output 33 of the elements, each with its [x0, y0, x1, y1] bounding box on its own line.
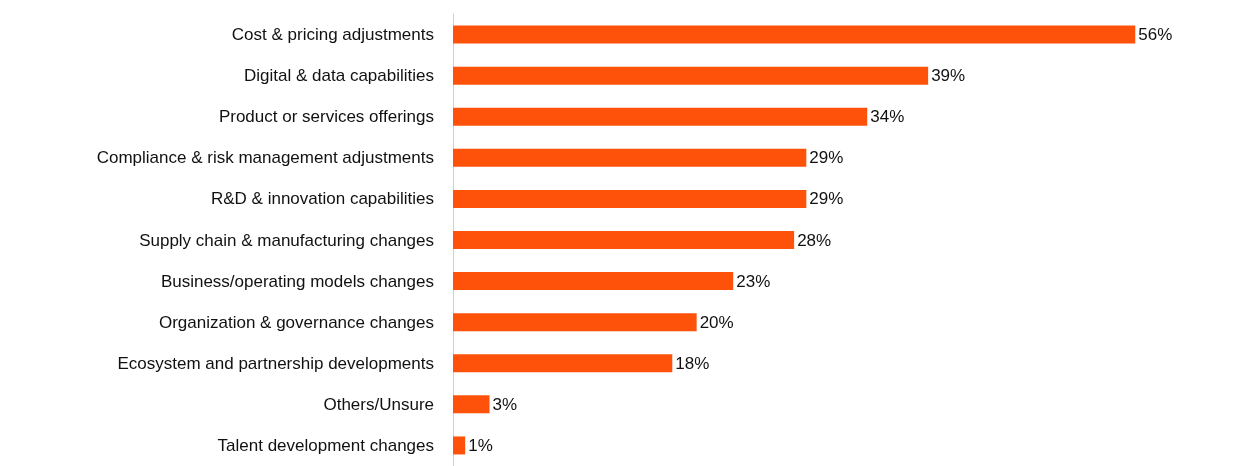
data-label: 28% [797, 230, 832, 250]
data-label: 3% [492, 394, 518, 414]
data-label: 20% [699, 312, 734, 332]
data-label: 29% [809, 148, 844, 168]
y-tick-label: Talent development changes [217, 435, 434, 455]
y-tick-label: Supply chain & manufacturing changes [139, 230, 434, 250]
y-tick-label: Cost & pricing adjustments [231, 25, 434, 45]
data-label: 39% [931, 66, 966, 86]
data-label: 18% [675, 353, 710, 373]
bar [453, 395, 490, 414]
bar [453, 272, 734, 291]
data-label: 56% [1138, 25, 1173, 45]
y-tick-label: Product or services offerings [218, 107, 434, 127]
bar [453, 189, 807, 208]
data-label: 1% [468, 435, 493, 455]
y-tick-label: Compliance & risk management adjustments [96, 148, 434, 168]
y-tick-label: Others/Unsure [323, 394, 434, 414]
y-tick-label: Business/operating models changes [160, 271, 434, 291]
y-tick-label: Ecosystem and partnership developments [117, 353, 434, 373]
bar [453, 313, 697, 332]
bar [453, 231, 795, 249]
y-tick-label: Organization & governance changes [158, 312, 434, 332]
data-label: 23% [736, 271, 771, 291]
y-tick-label: Digital & data capabilities [244, 66, 434, 86]
bar [453, 25, 1136, 44]
bar [453, 107, 868, 126]
bar [453, 436, 466, 455]
bar [453, 148, 807, 167]
data-label: 34% [870, 107, 905, 127]
data-label: 29% [809, 189, 844, 209]
y-tick-label: R&D & innovation capabilities [210, 189, 434, 209]
bar [453, 354, 673, 373]
bar [453, 66, 929, 85]
